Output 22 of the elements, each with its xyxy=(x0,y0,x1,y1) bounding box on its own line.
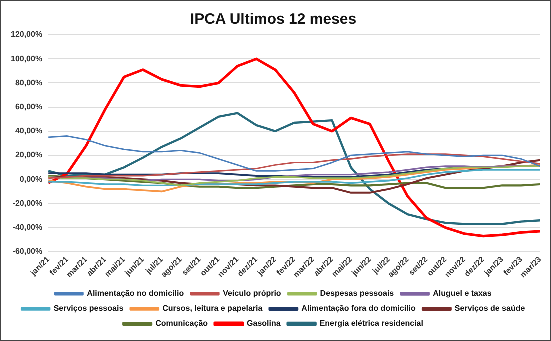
legend-label: Alimentação fora do domicílio xyxy=(302,304,416,314)
legend-label: Veículo próprio xyxy=(223,289,282,298)
y-tick-label: -60,00% xyxy=(12,247,43,256)
chart-title: IPCA Ultimos 12 meses xyxy=(190,11,357,28)
y-tick-label: 20,00% xyxy=(15,150,43,160)
y-tick-label: 40,00% xyxy=(15,126,43,136)
legend-label: Cursos, leitura e papelaria xyxy=(162,304,264,314)
legend-label: Aluguel e taxas xyxy=(433,289,492,298)
legend-label: Comunicação xyxy=(156,319,208,328)
y-tick-label: 0,00% xyxy=(20,174,43,184)
y-tick-label: -40,00% xyxy=(12,223,43,232)
y-tick-label: 100,00% xyxy=(10,54,43,64)
legend-label: Serviços de saúde xyxy=(454,304,526,314)
legend-label: Serviços pessoais xyxy=(54,304,124,314)
legend-label: Despesas pessoais xyxy=(320,289,395,298)
y-tick-label: -20,00% xyxy=(12,198,43,208)
legend-label: Gasolina xyxy=(247,319,282,328)
y-tick-label: 60,00% xyxy=(15,102,43,112)
y-tick-label: 80,00% xyxy=(15,78,43,88)
legend-label: Energia elétrica residencial xyxy=(320,319,424,328)
y-tick-label: 120,00% xyxy=(10,30,43,40)
legend-label: Alimentação no domicílio xyxy=(87,289,184,298)
